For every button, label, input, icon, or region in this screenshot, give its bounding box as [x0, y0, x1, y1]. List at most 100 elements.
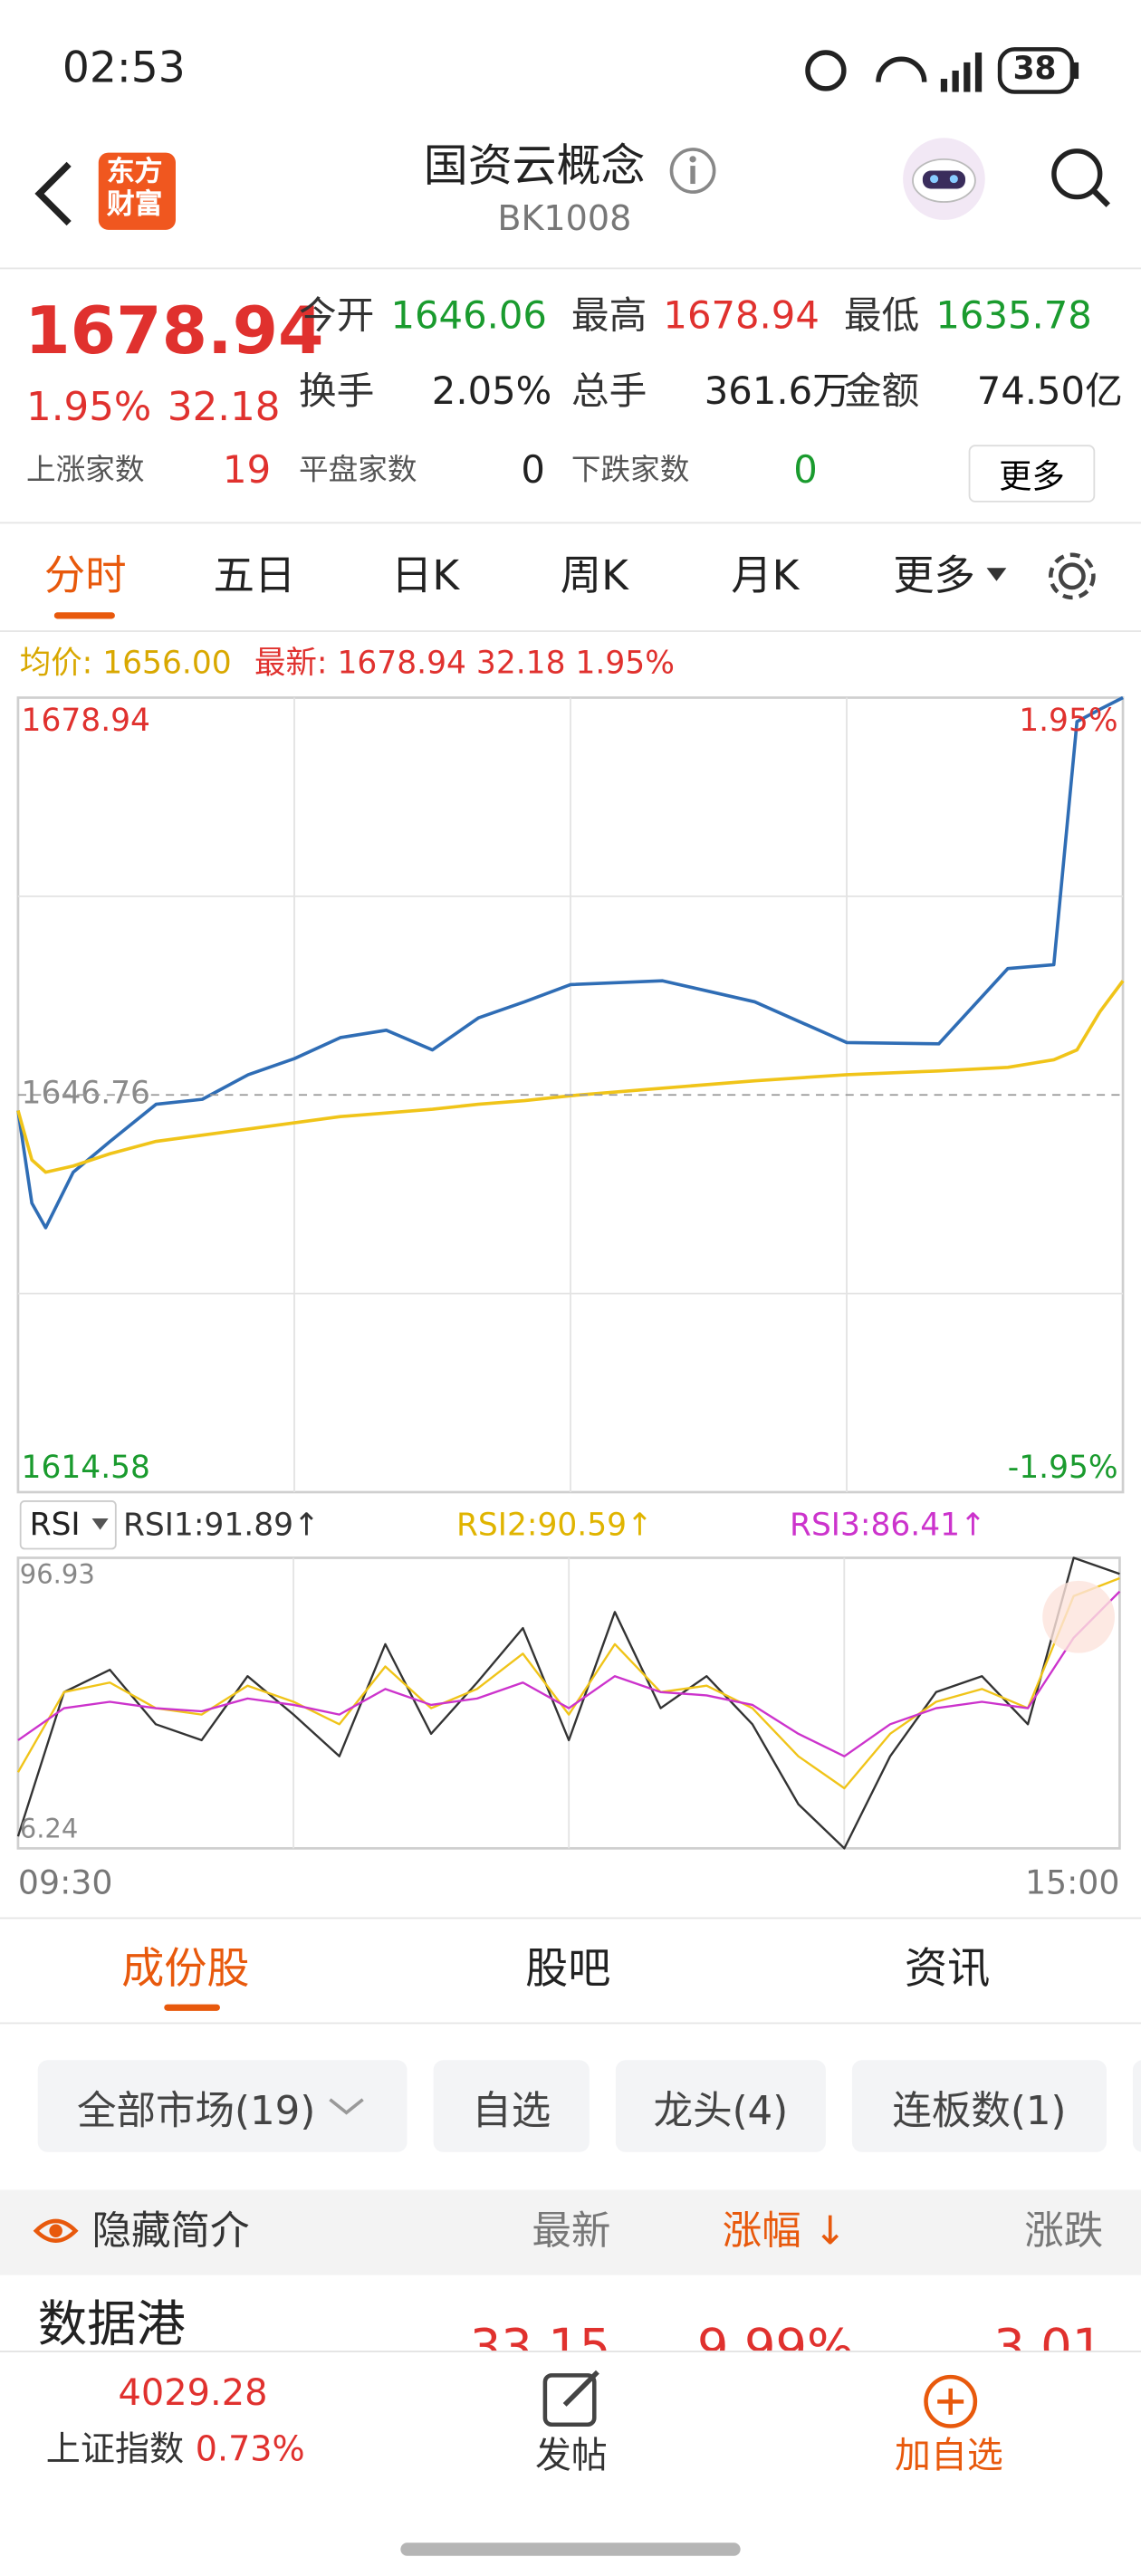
- assistant-icon[interactable]: [899, 135, 988, 224]
- legend-value: 1678.94: [337, 645, 466, 682]
- x-tick-label: 09:30: [18, 1863, 112, 1901]
- post-icon[interactable]: [542, 2369, 604, 2428]
- legend-entry: RSI2:90.59↑: [456, 1508, 653, 1544]
- charts: 1614.58 1646.76 1678.94 -1.95% 1.95% 6.24 96.9…: [16, 695, 1125, 1901]
- field-label: 最低: [843, 295, 920, 339]
- status-time: 02:53: [62, 43, 186, 94]
- count-value: 19: [223, 449, 272, 493]
- logo-text: 财富: [106, 188, 163, 222]
- expand-button[interactable]: [1042, 1580, 1115, 1653]
- count-label: 下跌家数: [570, 453, 690, 488]
- indicator-name: RSI: [29, 1507, 81, 1544]
- count-label: 上涨家数: [26, 453, 145, 488]
- sub-tab[interactable]: 资讯: [904, 1945, 991, 1995]
- y-tick-label: 1678.94: [22, 703, 150, 739]
- divider: [0, 630, 1141, 632]
- legend-value: 1.95%: [575, 645, 675, 682]
- field-value: 361.6万: [704, 370, 850, 414]
- filter[interactable]: 全部市场(19): [37, 2060, 408, 2152]
- index-value[interactable]: 4029.28: [118, 2373, 268, 2415]
- count-value: 0: [793, 449, 818, 493]
- dropdown-arrow: [329, 2098, 365, 2115]
- count-value: 0: [521, 449, 545, 493]
- period-tab[interactable]: 月K: [731, 551, 800, 599]
- legend-avg: 均价: 1656.00: [19, 645, 232, 682]
- series-line: [17, 1590, 1121, 1757]
- dropdown-arrow: [986, 568, 1007, 581]
- period-tab[interactable]: 周K: [560, 551, 628, 599]
- series-line: [16, 695, 1124, 1230]
- y2-tick-label: 1.95%: [1019, 703, 1117, 739]
- field-label: 最高: [570, 295, 647, 339]
- field-label: 总手: [570, 370, 647, 414]
- header-cell[interactable]: 涨幅 ↓: [722, 2207, 848, 2255]
- y-tick-label: 96.93: [20, 1558, 95, 1589]
- indicator-select[interactable]: RSI: [19, 1500, 117, 1550]
- post-button[interactable]: 发帖: [535, 2436, 608, 2477]
- header-cell[interactable]: 涨跌: [1024, 2207, 1104, 2255]
- legend-label: 最新:: [254, 645, 328, 682]
- legend-label: 均价:: [19, 645, 93, 682]
- battery: 38: [1012, 51, 1057, 88]
- series-line: [16, 1576, 1120, 1790]
- filter[interactable]: 连板数(1): [851, 2060, 1107, 2152]
- more-button[interactable]: 更多: [968, 445, 1096, 503]
- code: BK1008: [497, 198, 632, 238]
- change: 32.18: [167, 384, 281, 430]
- pct-change: 1.95%: [26, 384, 152, 430]
- header-cell[interactable]: 隐藏简介: [91, 2207, 250, 2255]
- settings-button[interactable]: [1044, 549, 1100, 605]
- title: 国资云概念: [423, 140, 646, 193]
- series-line: [16, 1556, 1120, 1850]
- filter[interactable]: 龙头(4): [615, 2060, 826, 2152]
- table-header: [0, 2189, 1141, 2275]
- stock-name[interactable]: 数据港: [37, 2296, 186, 2354]
- field-value: 1635.78: [935, 295, 1092, 339]
- filter-label: 全部市场(19): [76, 2087, 316, 2133]
- add-button[interactable]: 加自选: [895, 2436, 1003, 2477]
- y-tick-label: 6.24: [20, 1813, 79, 1843]
- legend-value: 1656.00: [102, 645, 232, 682]
- y-tick-label: 1614.58: [22, 1450, 150, 1486]
- tab-underline: [164, 2004, 220, 2011]
- info-icon[interactable]: [666, 145, 719, 197]
- dropdown-arrow: [91, 1518, 109, 1530]
- y2-tick-label: -1.95%: [1008, 1450, 1118, 1486]
- status-icons: [805, 47, 1079, 94]
- period-tab[interactable]: 五日: [213, 551, 296, 599]
- index-pct[interactable]: 0.73%: [195, 2429, 305, 2469]
- divider: [0, 2022, 1141, 2025]
- filter[interactable]: 自选: [433, 2060, 590, 2152]
- period-tab[interactable]: 日K: [391, 551, 460, 599]
- sub-tab[interactable]: 股吧: [525, 1945, 611, 1995]
- period-tab[interactable]: 分时: [43, 551, 127, 599]
- divider: [0, 267, 1141, 270]
- logo: 东方 财富: [98, 152, 176, 230]
- sub-tab[interactable]: 成份股: [121, 1945, 250, 1995]
- legend-entry: RSI3:86.41↑: [790, 1508, 986, 1544]
- field-label: 今开: [298, 295, 375, 339]
- period-tab[interactable]: 更多: [893, 551, 975, 599]
- field-value: 74.50亿: [976, 370, 1123, 414]
- x-tick-label: 15:00: [1025, 1863, 1119, 1901]
- legend-latest: 最新: 1678.94 32.18 1.95%: [254, 645, 675, 682]
- logo-text: 东方: [106, 156, 163, 189]
- field-value: 2.05%: [431, 370, 552, 414]
- index-name[interactable]: 上证指数: [45, 2429, 185, 2469]
- search-button[interactable]: [1048, 145, 1114, 211]
- price: 1678.94: [24, 293, 324, 369]
- eye-icon[interactable]: [33, 2215, 79, 2247]
- y-tick-label: 1646.76: [22, 1076, 150, 1112]
- count-label: 平盘家数: [298, 453, 417, 488]
- field-value: 1678.94: [663, 295, 820, 339]
- home-indicator: [400, 2542, 741, 2556]
- divider: [0, 1917, 1141, 1920]
- add-icon[interactable]: [921, 2372, 980, 2431]
- series-line: [16, 980, 1125, 1174]
- filter[interactable]: [1132, 2060, 1141, 2152]
- field-value: 1646.06: [390, 295, 547, 339]
- header-cell[interactable]: 最新: [532, 2207, 611, 2255]
- back-button[interactable]: [30, 158, 79, 230]
